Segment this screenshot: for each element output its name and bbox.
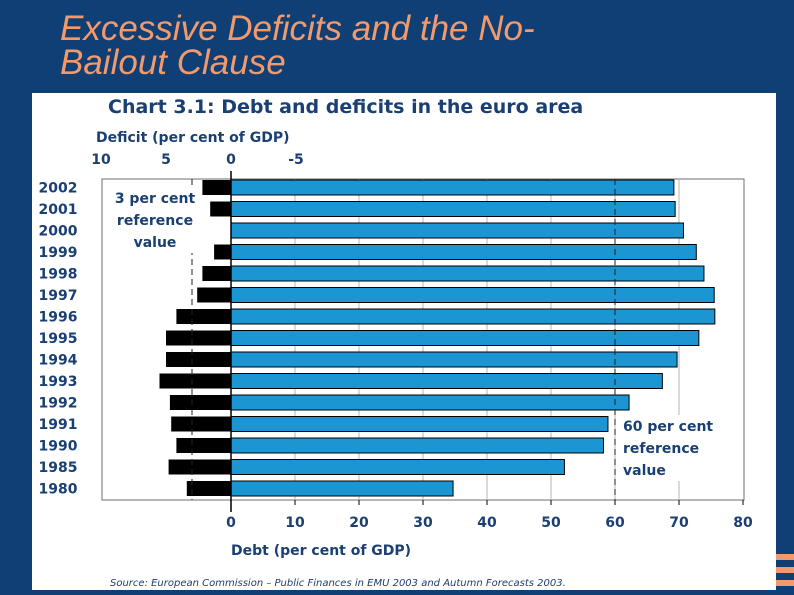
- deficit-bar: [176, 438, 231, 453]
- debt-tick-label: 80: [733, 515, 753, 531]
- year-label: 1995: [39, 331, 78, 347]
- deficit-bar: [166, 352, 231, 367]
- year-label: 2000: [39, 224, 78, 240]
- year-label: 1998: [39, 267, 78, 283]
- debt-tick-label: 70: [669, 515, 689, 531]
- debt-deficit-chart: Chart 3.1: Debt and deficits in the euro…: [39, 96, 753, 589]
- deficit-reference-label-bg: [116, 187, 194, 253]
- debt-bar: [230, 265, 705, 282]
- year-label: 1993: [39, 374, 78, 390]
- deficit-bar: [202, 266, 231, 281]
- deficit-tick-label: 5: [161, 152, 171, 168]
- deficit-bar: [159, 373, 231, 389]
- debt-bar: [230, 373, 663, 389]
- deficit-bar: [176, 309, 231, 324]
- year-label: 1990: [39, 439, 78, 455]
- debt-bar: [230, 459, 565, 475]
- deficit-bar: [197, 287, 231, 303]
- debt-bar: [230, 394, 630, 411]
- year-label: 2002: [39, 181, 78, 197]
- debt-tick-label: 50: [541, 515, 561, 531]
- debt-bar: [230, 308, 716, 325]
- deficit-bar: [166, 330, 231, 346]
- debt-bar: [230, 416, 609, 432]
- year-label: 2001: [39, 202, 78, 218]
- year-label: 1992: [39, 396, 78, 412]
- deficit-bar: [214, 244, 231, 260]
- debt-reference-label-bg: [619, 415, 715, 481]
- chart-panel: Chart 3.1: Debt and deficits in the euro…: [32, 93, 776, 590]
- debt-bar: [230, 287, 715, 303]
- deficit-tick-label: -5: [288, 152, 304, 168]
- year-label: 1980: [39, 482, 78, 498]
- debt-tick-label: 30: [413, 515, 433, 531]
- debt-tick-label: 60: [605, 515, 625, 531]
- year-label: 1997: [39, 288, 78, 304]
- year-label: 1991: [39, 417, 78, 433]
- debt-bar: [230, 351, 678, 368]
- deficit-tick-label: 0: [226, 152, 236, 168]
- deficit-tick-label: 10: [91, 152, 111, 168]
- slide-title-line2: Bailout Clause: [60, 43, 286, 82]
- year-label: 1996: [39, 310, 78, 326]
- debt-bar: [230, 437, 604, 454]
- debt-tick-label: 20: [349, 515, 369, 531]
- debt-reference-label: 60 per cent reference value: [623, 419, 713, 479]
- chart-title: Chart 3.1: Debt and deficits in the euro…: [108, 96, 583, 118]
- deficit-bar: [210, 201, 231, 217]
- deficit-bar: [171, 416, 231, 432]
- deficit-bar: [169, 395, 231, 410]
- year-label: 1994: [39, 353, 78, 369]
- year-label: 1999: [39, 245, 78, 261]
- debt-tick-label: 40: [477, 515, 497, 531]
- decorative-stripes: [776, 554, 794, 593]
- debt-tick-label: 10: [285, 515, 305, 531]
- source-note: Source: European Commission – Public Fin…: [110, 578, 566, 589]
- debt-bar: [230, 480, 454, 497]
- year-label: 1985: [39, 460, 78, 476]
- deficit-bar: [168, 459, 231, 475]
- deficit-bar: [186, 481, 231, 496]
- debt-bar: [230, 222, 684, 239]
- debt-axis-label: Debt (per cent of GDP): [231, 543, 411, 559]
- debt-bar: [230, 244, 697, 260]
- slide-title-line1: Excessive Deficits and the No-: [60, 9, 535, 48]
- debt-bar: [230, 330, 700, 346]
- slide-title: Excessive Deficits and the No- Bailout C…: [60, 9, 760, 82]
- debt-bar: [230, 179, 675, 196]
- deficit-axis-label: Deficit (per cent of GDP): [96, 130, 290, 146]
- deficit-bar: [202, 180, 231, 195]
- deficit-reference-label: 3 per cent reference value: [115, 191, 196, 251]
- debt-tick-label: 0: [226, 515, 236, 531]
- debt-bar: [230, 201, 676, 217]
